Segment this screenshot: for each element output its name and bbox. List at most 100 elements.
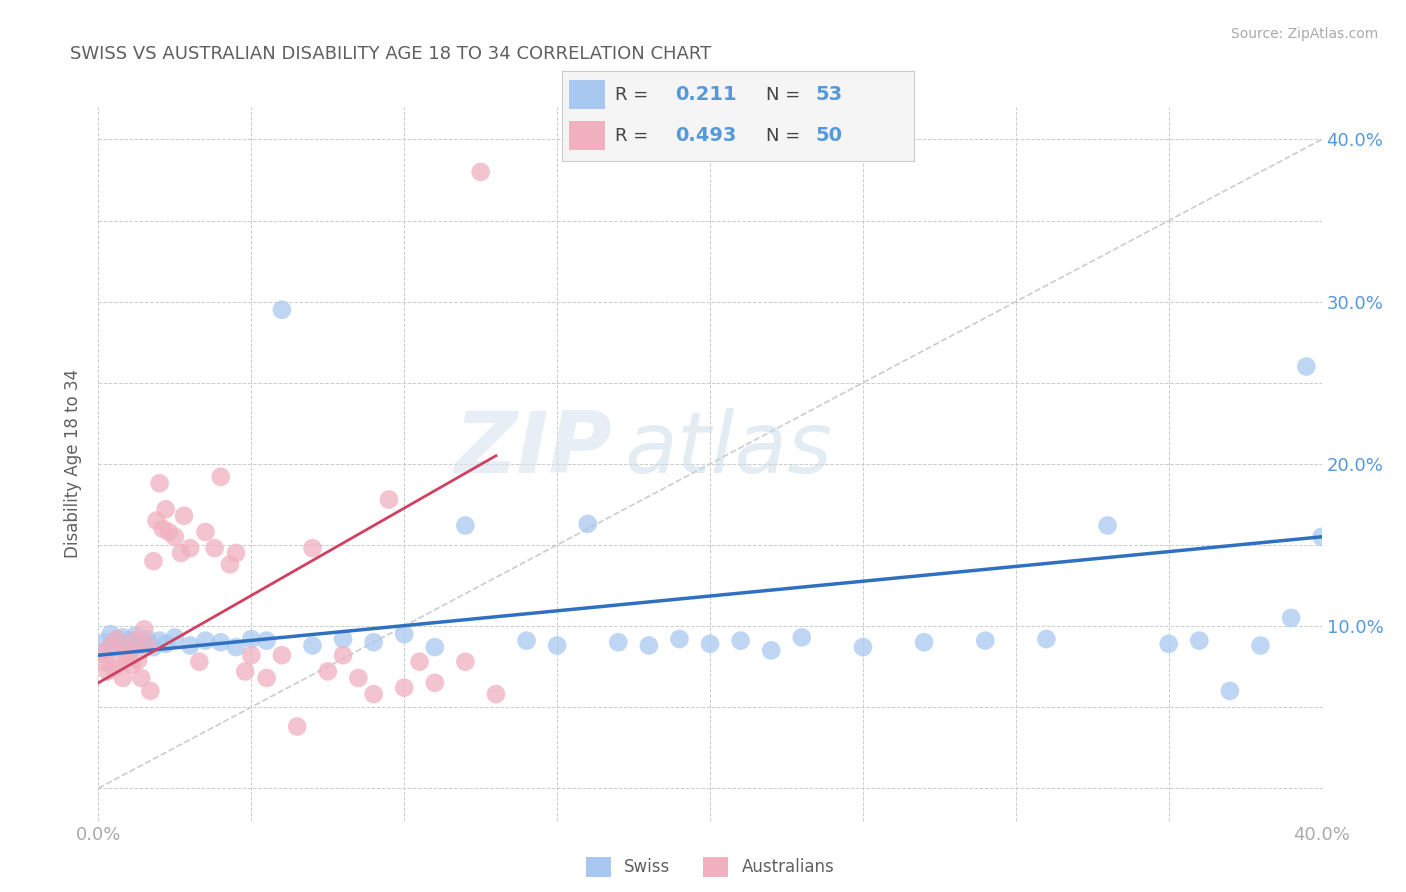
Point [637,639,661,653]
Point [209,635,232,649]
Point [152,522,174,536]
Point [127,639,149,653]
Point [173,508,195,523]
Text: N =: N = [766,86,800,103]
Point [852,640,875,654]
Point [100,639,122,653]
Text: N =: N = [766,127,800,145]
Point [485,687,508,701]
Text: SWISS VS AUSTRALIAN DISABILITY AGE 18 TO 34 CORRELATION CHART: SWISS VS AUSTRALIAN DISABILITY AGE 18 TO… [70,45,711,62]
Point [103,639,125,653]
Legend: Swiss, Australians: Swiss, Australians [579,850,841,884]
Point [1035,632,1057,646]
Point [134,635,156,649]
Point [347,671,370,685]
Point [157,524,180,539]
Bar [569,121,605,150]
Point [332,648,354,663]
Point [790,631,813,645]
Point [100,627,122,641]
Point [111,631,134,645]
Point [204,541,226,556]
Point [111,671,134,685]
Point [155,637,177,651]
Point [149,633,172,648]
Point [316,665,339,679]
Point [301,639,323,653]
Point [219,558,242,572]
Text: R =: R = [616,127,648,145]
Point [668,632,690,646]
Point [1219,684,1241,698]
Point [332,632,354,646]
Point [118,643,141,657]
Point [170,546,193,560]
Text: 53: 53 [815,85,842,104]
Point [155,502,177,516]
Point [285,720,308,734]
Point [93,655,115,669]
Point [163,631,186,645]
Point [454,518,477,533]
Point [142,640,165,654]
Point [145,514,167,528]
Point [225,640,247,654]
Point [607,635,630,649]
Point [118,633,141,648]
Point [256,671,278,685]
Text: R =: R = [616,86,648,103]
Point [759,643,782,657]
Point [115,637,138,651]
Text: 50: 50 [815,126,842,145]
Point [121,657,143,672]
Point [124,629,146,643]
Point [163,530,186,544]
Point [93,635,115,649]
Point [408,655,430,669]
Point [103,661,125,675]
Point [363,687,385,701]
Point [1279,611,1302,625]
Point [1249,639,1271,653]
Point [392,627,416,641]
Point [142,554,165,568]
Text: atlas: atlas [624,408,832,491]
Point [136,639,159,653]
Point [423,640,446,654]
Point [1188,633,1211,648]
Point [240,632,263,646]
Text: 0.211: 0.211 [675,85,737,104]
Point [546,639,568,653]
Point [129,671,152,685]
Point [225,546,247,560]
Point [124,633,146,648]
Text: Source: ZipAtlas.com: Source: ZipAtlas.com [1230,27,1378,41]
Point [115,648,138,663]
Point [149,476,172,491]
Point [1097,518,1119,533]
Point [97,665,120,679]
Point [516,633,538,648]
Point [1310,530,1333,544]
Point [454,655,477,669]
Point [233,665,256,679]
Point [90,647,112,661]
Point [730,633,752,648]
Point [179,639,201,653]
Point [470,165,492,179]
Point [363,635,385,649]
Bar [569,80,605,109]
Point [121,641,143,656]
Y-axis label: Disability Age 18 to 34: Disability Age 18 to 34 [65,369,83,558]
Point [270,648,292,663]
Point [105,632,128,646]
Text: 0.493: 0.493 [675,126,737,145]
Point [194,524,217,539]
Point [256,633,278,648]
Point [378,492,401,507]
Point [270,302,292,317]
Point [139,684,162,698]
Point [134,622,156,636]
Point [105,632,128,646]
Point [974,633,997,648]
